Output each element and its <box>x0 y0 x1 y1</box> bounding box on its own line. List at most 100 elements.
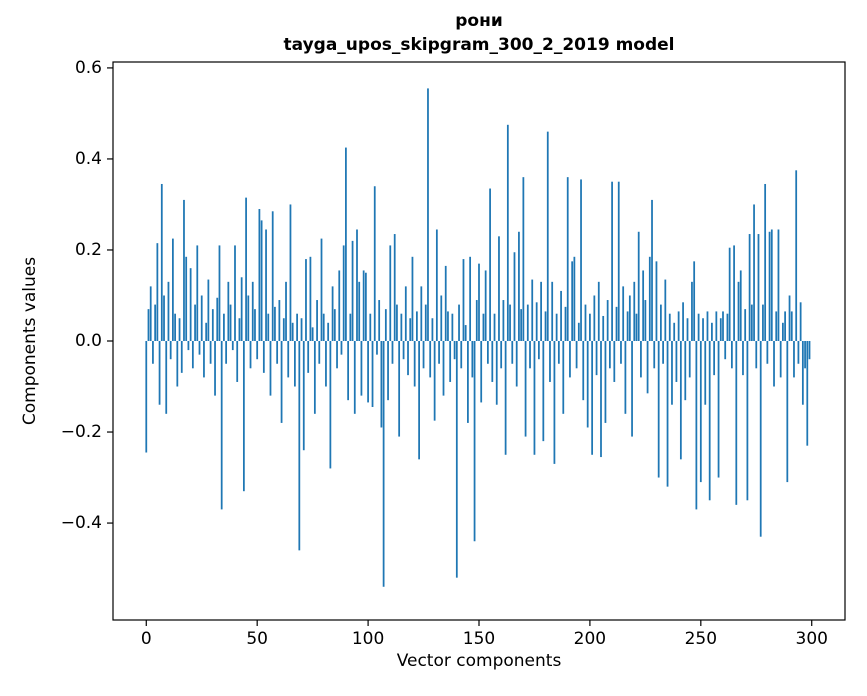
bar <box>191 341 194 369</box>
bar <box>744 309 747 341</box>
bar <box>364 272 367 341</box>
bar <box>524 341 527 437</box>
bar <box>256 341 259 360</box>
bar <box>329 341 332 469</box>
bar <box>704 341 707 405</box>
x-axis-label: Vector components <box>396 651 562 671</box>
bar <box>520 309 523 341</box>
bar <box>280 341 283 423</box>
bar <box>644 300 647 341</box>
bar <box>216 297 219 341</box>
bar <box>684 341 687 401</box>
bar <box>158 341 161 405</box>
bar <box>313 341 316 414</box>
bar <box>205 322 208 341</box>
bar <box>183 199 185 341</box>
bar <box>617 181 620 341</box>
bar <box>724 341 727 360</box>
bar <box>589 313 591 341</box>
bar <box>600 341 602 458</box>
bar <box>369 313 372 341</box>
bar <box>231 341 234 351</box>
bar <box>484 270 487 341</box>
bar <box>320 238 323 341</box>
bar <box>682 302 684 341</box>
y-tick-label: −0.2 <box>61 422 102 442</box>
bar <box>702 318 704 341</box>
bar <box>440 295 443 341</box>
y-tick-label: 0.4 <box>75 149 102 169</box>
bar <box>569 341 571 378</box>
bar <box>420 286 423 341</box>
bar <box>555 313 558 341</box>
bar <box>178 318 181 341</box>
bar <box>688 341 691 378</box>
chart-subtitle: tayga_upos_skipgram_300_2_2019 model <box>283 35 675 55</box>
bar <box>349 313 352 341</box>
bar <box>613 341 616 382</box>
bar <box>546 131 549 341</box>
bar <box>722 311 724 341</box>
bar <box>225 341 228 364</box>
bar <box>220 341 223 510</box>
bar <box>553 341 556 464</box>
bar <box>611 181 613 341</box>
bar <box>711 322 713 341</box>
bar <box>305 259 307 341</box>
bar <box>442 341 445 396</box>
bar <box>353 341 356 414</box>
bar <box>469 256 472 341</box>
bar <box>646 341 649 394</box>
bar <box>242 341 245 492</box>
bar <box>391 341 394 364</box>
bar <box>506 124 509 341</box>
bar <box>657 341 660 478</box>
bar <box>325 341 327 387</box>
bar <box>620 341 622 364</box>
bar <box>562 341 565 414</box>
bar <box>719 318 722 341</box>
bar <box>342 245 345 341</box>
bar <box>773 341 775 387</box>
bar <box>713 341 716 376</box>
bar <box>475 300 478 341</box>
bar <box>642 270 645 341</box>
bar <box>622 286 625 341</box>
bar <box>757 234 760 341</box>
bar <box>480 341 483 403</box>
bar <box>748 234 751 341</box>
bar <box>289 204 292 341</box>
bar <box>411 256 414 341</box>
bar <box>163 295 165 341</box>
bar <box>775 311 778 341</box>
bar <box>531 279 534 341</box>
bar <box>504 341 507 455</box>
bar <box>298 341 301 551</box>
bar <box>759 341 762 537</box>
x-tick-label: 300 <box>796 629 828 649</box>
bar <box>387 341 389 401</box>
bar <box>194 304 196 341</box>
bar <box>260 220 263 341</box>
bar <box>282 318 285 341</box>
bar <box>444 265 447 341</box>
bar <box>371 341 374 407</box>
bar <box>347 341 350 401</box>
bar <box>675 341 678 382</box>
bar <box>467 341 469 423</box>
bar <box>274 306 276 341</box>
bar <box>797 341 800 364</box>
bar <box>615 306 618 341</box>
bar <box>345 147 347 341</box>
bar <box>739 270 742 341</box>
bar <box>145 341 148 453</box>
bar <box>482 313 485 341</box>
bar <box>753 204 755 341</box>
bar <box>198 341 201 355</box>
bar <box>251 281 254 341</box>
bar <box>777 229 780 341</box>
bar <box>433 341 436 421</box>
bar <box>544 311 547 341</box>
bar <box>429 341 432 378</box>
